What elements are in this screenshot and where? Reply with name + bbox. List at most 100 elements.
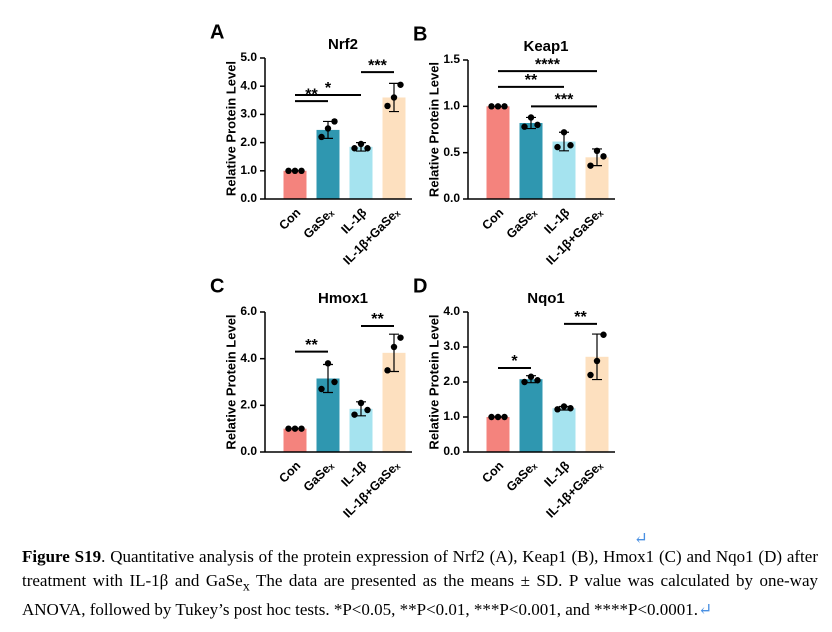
x-tick-label: Con [276, 459, 303, 486]
data-point [554, 143, 561, 151]
x-tick-label: GaSeₓ [301, 205, 337, 241]
significance-label: * [325, 80, 332, 97]
bar [519, 379, 543, 452]
bar [552, 408, 576, 452]
x-tick-label: Con [479, 459, 506, 486]
data-point [587, 371, 594, 379]
bar [486, 417, 510, 452]
data-point [364, 406, 371, 414]
data-point [291, 167, 299, 174]
x-tick-label: Con [276, 206, 303, 233]
data-point [587, 162, 594, 169]
data-point [285, 167, 292, 174]
y-tick-label: 4.0 [240, 351, 257, 365]
data-point [488, 413, 495, 421]
y-tick-label: 4.0 [443, 304, 460, 318]
x-tick-label: Con [479, 206, 506, 233]
data-point [324, 125, 332, 132]
y-axis-label: Relative Protein Level [223, 314, 238, 449]
data-point [351, 411, 358, 418]
y-axis-label: Relative Protein Level [426, 62, 441, 197]
data-point [397, 81, 404, 88]
y-tick-label: 0.5 [443, 145, 460, 159]
y-tick-label: 4.0 [240, 78, 257, 92]
y-tick-label: 2.0 [240, 135, 257, 149]
data-point [488, 103, 495, 110]
data-point [593, 147, 601, 155]
chart-title: Keap1 [523, 38, 568, 55]
significance-label: * [511, 353, 518, 370]
y-axis-label: Relative Protein Level [223, 61, 238, 196]
significance-label: ** [525, 72, 538, 89]
caption-text: ↵ [698, 600, 713, 620]
bar [382, 97, 406, 199]
data-point [501, 103, 508, 110]
data-point [521, 123, 528, 130]
caption-text: . Quantitative analysis of the protein e… [22, 547, 818, 590]
significance-label: **** [535, 56, 561, 73]
significance-label: *** [368, 57, 387, 74]
bar [349, 408, 373, 452]
y-tick-label: 0.0 [240, 444, 257, 458]
data-point [357, 399, 365, 407]
data-point [567, 142, 574, 149]
chart-title: Nqo1 [527, 290, 565, 307]
bar [316, 378, 340, 452]
error-bar [592, 333, 602, 381]
data-point [390, 343, 398, 351]
bar [585, 356, 609, 452]
y-tick-label: 6.0 [240, 304, 257, 318]
chart-title: Hmox1 [318, 290, 368, 307]
data-point [324, 360, 332, 367]
data-point [527, 114, 535, 121]
data-point [384, 102, 391, 110]
y-tick-label: 0.0 [443, 444, 460, 458]
data-point [318, 133, 325, 141]
data-point [364, 145, 371, 152]
significance-label: ** [574, 309, 587, 326]
data-point [600, 153, 607, 160]
data-point [397, 334, 404, 341]
panel-letter: D [413, 275, 427, 297]
data-point [331, 118, 338, 125]
data-point [298, 425, 305, 432]
caption-text: x [242, 578, 250, 595]
y-tick-label: 1.0 [443, 99, 460, 113]
data-point [560, 403, 568, 410]
bar [552, 141, 576, 199]
y-tick-label: 3.0 [443, 339, 460, 353]
data-point [357, 140, 365, 148]
data-point [560, 129, 568, 136]
data-point [351, 145, 358, 152]
data-point [554, 406, 561, 413]
y-tick-label: 2.0 [240, 398, 257, 412]
data-point [298, 167, 305, 174]
bar [382, 352, 406, 452]
data-point [593, 357, 601, 365]
data-point [527, 373, 535, 380]
x-tick-label: GaSeₓ [504, 458, 540, 494]
y-tick-label: 1.0 [443, 409, 460, 423]
bar [283, 170, 307, 199]
significance-label: ** [371, 311, 384, 328]
bar [519, 123, 543, 199]
bar [316, 129, 340, 199]
panel-letter: A [210, 21, 224, 43]
caption-text: Figure S19 [22, 547, 102, 566]
y-tick-label: 0.0 [240, 191, 257, 205]
caption: ↵ Figure S19. Quantitative analysis of th… [22, 530, 818, 622]
y-tick-label: 1.5 [443, 52, 460, 66]
panel-letter: C [210, 275, 224, 297]
data-point [384, 367, 391, 374]
panel-letter: B [413, 23, 427, 45]
y-tick-label: 0.0 [443, 191, 460, 205]
caption-text: The data are presented as the means ± SD… [22, 571, 818, 620]
data-point [285, 425, 292, 432]
error-bar [389, 333, 399, 373]
y-tick-label: 1.0 [240, 163, 257, 177]
